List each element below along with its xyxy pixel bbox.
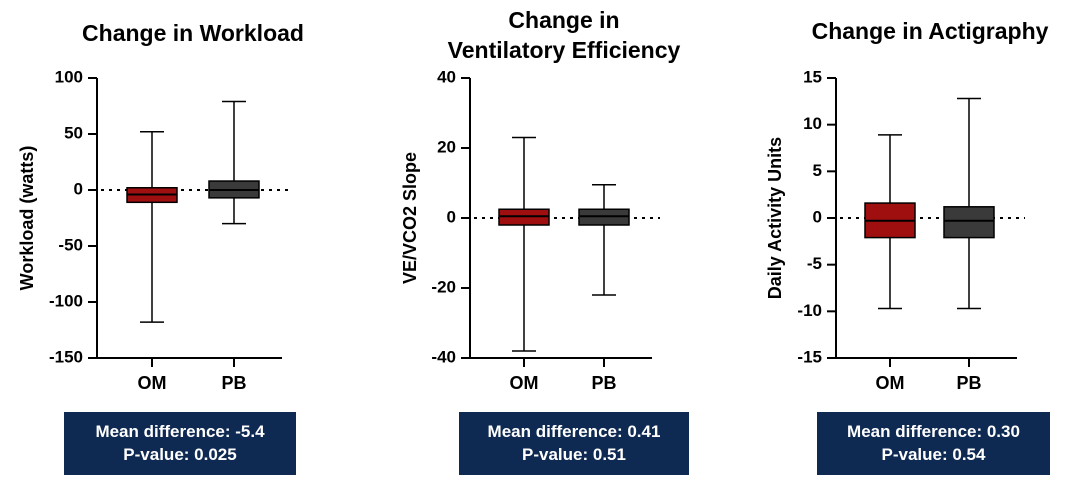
y-axis-label: VE/VCO2 Slope	[400, 152, 420, 284]
y-tick-label: -10	[797, 301, 822, 320]
y-tick-label: 40	[437, 67, 456, 86]
box-om	[498, 136, 550, 352]
y-axis-label: Daily Activity Units	[765, 137, 785, 299]
y-tick-label: -100	[49, 291, 83, 310]
chart-title: Change in Workload	[82, 20, 304, 46]
stats-box-workload: Mean difference: -5.4 P-value: 0.025	[64, 412, 296, 475]
y-tick-label: -150	[49, 347, 83, 366]
x-tick-label: OM	[510, 373, 539, 393]
x-tick-label: PB	[221, 373, 246, 393]
y-tick-label: -20	[431, 277, 456, 296]
y-tick-label: -40	[431, 347, 456, 366]
x-tick-label: OM	[138, 373, 167, 393]
y-tick-label: 10	[803, 114, 822, 133]
x-tick-label: PB	[591, 373, 616, 393]
chart-panel-1: Change in Ventilatory Efficiency VE/VCO2 S…	[400, 7, 681, 393]
y-tick-label: -5	[807, 254, 822, 273]
y-tick-label: 0	[813, 207, 822, 226]
y-tick-label: 100	[55, 67, 83, 86]
y-tick-label: 5	[813, 161, 822, 180]
box-om	[126, 131, 178, 323]
y-tick-label: 15	[803, 67, 822, 86]
y-tick-label: 50	[64, 123, 83, 142]
stats-box-ventilatory: Mean difference: 0.41 P-value: 0.51	[459, 412, 689, 475]
y-axis-label: Workload (watts)	[17, 146, 37, 291]
y-tick-label: -50	[58, 235, 83, 254]
y-tick-label: 0	[74, 179, 83, 198]
p-value-text: P-value: 0.025	[123, 445, 237, 464]
chart-title: Change in Actigraphy	[812, 18, 1049, 44]
y-tick-label: -15	[797, 347, 822, 366]
box-pb	[943, 97, 995, 310]
chart-panel-0: Change in Workload Workload (watts) 100 50 0…	[17, 20, 304, 393]
x-tick-label: PB	[956, 373, 981, 393]
box-pb	[208, 100, 260, 225]
box-pb	[578, 184, 630, 296]
chart-panel-2: Change in Actigraphy Daily Activity Units…	[765, 18, 1049, 393]
mean-difference-text: Mean difference: 0.30	[847, 422, 1020, 441]
chart-title: Change in	[508, 7, 619, 33]
x-tick-label: OM	[876, 373, 905, 393]
p-value-text: P-value: 0.54	[881, 445, 986, 464]
box-iqr	[943, 206, 995, 239]
y-tick-label: 0	[447, 207, 456, 226]
mean-difference-text: Mean difference: 0.41	[487, 422, 661, 441]
box-om	[864, 134, 916, 310]
stats-box-actigraphy: Mean difference: 0.30 P-value: 0.54	[817, 412, 1050, 475]
chart-title: Ventilatory Efficiency	[448, 37, 681, 63]
mean-difference-text: Mean difference: -5.4	[95, 422, 265, 441]
y-tick-label: 20	[437, 137, 456, 156]
p-value-text: P-value: 0.51	[522, 445, 626, 464]
